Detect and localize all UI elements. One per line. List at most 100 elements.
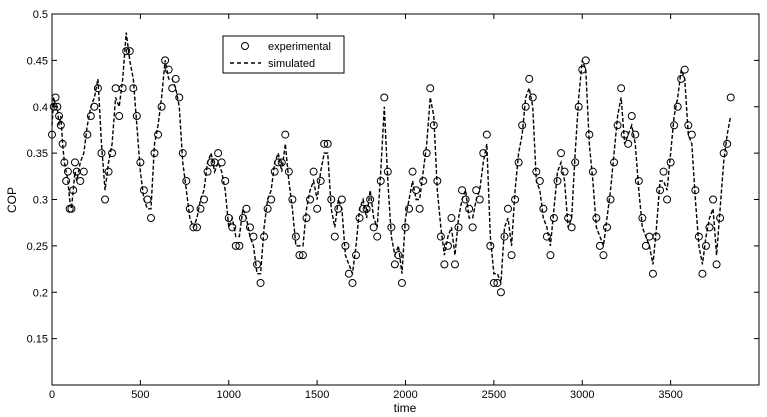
experimental-point-63 — [245, 223, 254, 232]
experimental-point-188 — [687, 130, 696, 139]
experimental-point-81 — [309, 167, 318, 176]
experimental-point-85 — [323, 139, 332, 148]
experimental-point-59 — [231, 241, 240, 250]
experimental-point-111 — [415, 204, 424, 213]
legend-box — [222, 35, 345, 74]
experimental-point-90 — [341, 241, 350, 250]
experimental-point-11 — [67, 204, 76, 213]
experimental-point-94 — [355, 214, 364, 223]
experimental-point-195 — [712, 260, 721, 269]
experimental-point-189 — [691, 186, 700, 195]
experimental-point-120 — [447, 214, 456, 223]
x-tick-label-4: 2000 — [393, 389, 417, 401]
experimental-point-72 — [277, 158, 286, 167]
experimental-point-131 — [486, 241, 495, 250]
series-layer — [48, 32, 735, 297]
experimental-point-73 — [281, 130, 290, 139]
experimental-point-137 — [507, 251, 516, 260]
experimental-point-198 — [723, 139, 732, 148]
experimental-point-32 — [136, 158, 145, 167]
experimental-point-68 — [263, 204, 272, 213]
experimental-point-99 — [373, 232, 382, 241]
experimental-point-187 — [684, 121, 693, 130]
experimental-point-192 — [701, 241, 710, 250]
y-axis-title: COP — [5, 187, 19, 213]
experimental-point-20 — [93, 84, 102, 93]
experimental-point-186 — [680, 65, 689, 74]
experimental-point-96 — [362, 204, 371, 213]
experimental-point-69 — [267, 195, 276, 204]
experimental-point-107 — [401, 223, 410, 232]
experimental-point-54 — [214, 149, 223, 158]
experimental-point-153 — [564, 214, 573, 223]
y-tick-label-0: 0.15 — [27, 334, 48, 346]
experimental-point-8 — [62, 176, 71, 185]
experimental-point-174 — [638, 214, 647, 223]
experimental-point-150 — [553, 176, 562, 185]
experimental-point-87 — [330, 232, 339, 241]
experimental-point-182 — [666, 158, 675, 167]
experimental-point-190 — [694, 232, 703, 241]
experimental-point-66 — [256, 278, 265, 287]
experimental-point-17 — [83, 130, 92, 139]
experimental-point-130 — [482, 130, 491, 139]
experimental-point-93 — [352, 251, 361, 260]
x-tick-label-5: 2500 — [482, 389, 506, 401]
experimental-point-9 — [63, 167, 72, 176]
experimental-point-155 — [571, 158, 580, 167]
experimental-point-128 — [475, 195, 484, 204]
experimental-point-91 — [344, 269, 353, 278]
experimental-point-58 — [228, 223, 237, 232]
experimental-point-67 — [260, 232, 269, 241]
experimental-point-43 — [175, 93, 184, 102]
experimental-point-177 — [648, 269, 657, 278]
experimental-point-108 — [405, 204, 414, 213]
experimental-point-145 — [535, 176, 544, 185]
experimental-point-34 — [143, 195, 152, 204]
legend-label-experimental: experimental — [268, 41, 331, 53]
experimental-point-36 — [150, 149, 159, 158]
experimental-point-89 — [337, 195, 346, 204]
experimental-point-35 — [146, 214, 155, 223]
experimental-point-1 — [49, 102, 58, 111]
experimental-point-40 — [164, 65, 173, 74]
experimental-point-112 — [419, 176, 428, 185]
experimental-point-157 — [578, 65, 587, 74]
experimental-point-197 — [719, 149, 728, 158]
experimental-point-149 — [549, 214, 558, 223]
experimental-point-76 — [291, 232, 300, 241]
x-axis-title: time — [394, 401, 417, 415]
experimental-point-82 — [313, 204, 322, 213]
experimental-point-13 — [70, 158, 79, 167]
experimental-point-50 — [200, 195, 208, 204]
experimental-point-180 — [659, 167, 668, 176]
experimental-point-104 — [390, 260, 399, 269]
experimental-point-160 — [588, 167, 597, 176]
experimental-point-88 — [334, 204, 343, 213]
experimental-point-24 — [108, 149, 117, 158]
experimental-point-61 — [238, 214, 247, 223]
experimental-point-181 — [663, 195, 672, 204]
experimental-point-86 — [327, 195, 336, 204]
experimental-point-79 — [302, 214, 311, 223]
experimental-point-141 — [521, 102, 530, 111]
y-tick-label-4: 0.35 — [27, 148, 48, 160]
experimental-point-110 — [412, 186, 421, 195]
experimental-point-168 — [617, 84, 626, 93]
experimental-point-37 — [154, 130, 163, 139]
experimental-point-33 — [139, 186, 148, 195]
experimental-point-29 — [125, 47, 134, 56]
experimental-point-52 — [207, 158, 216, 167]
experimental-point-184 — [673, 102, 682, 111]
experimental-point-5 — [56, 121, 65, 130]
experimental-point-139 — [514, 158, 523, 167]
experimental-point-65 — [253, 260, 262, 269]
x-tick-label-6: 3000 — [570, 389, 594, 401]
experimental-point-98 — [369, 223, 378, 232]
experimental-point-56 — [221, 176, 230, 185]
experimental-point-121 — [450, 260, 459, 269]
experimental-point-118 — [440, 260, 449, 269]
experimental-point-165 — [606, 195, 615, 204]
experimental-point-117 — [436, 232, 445, 241]
